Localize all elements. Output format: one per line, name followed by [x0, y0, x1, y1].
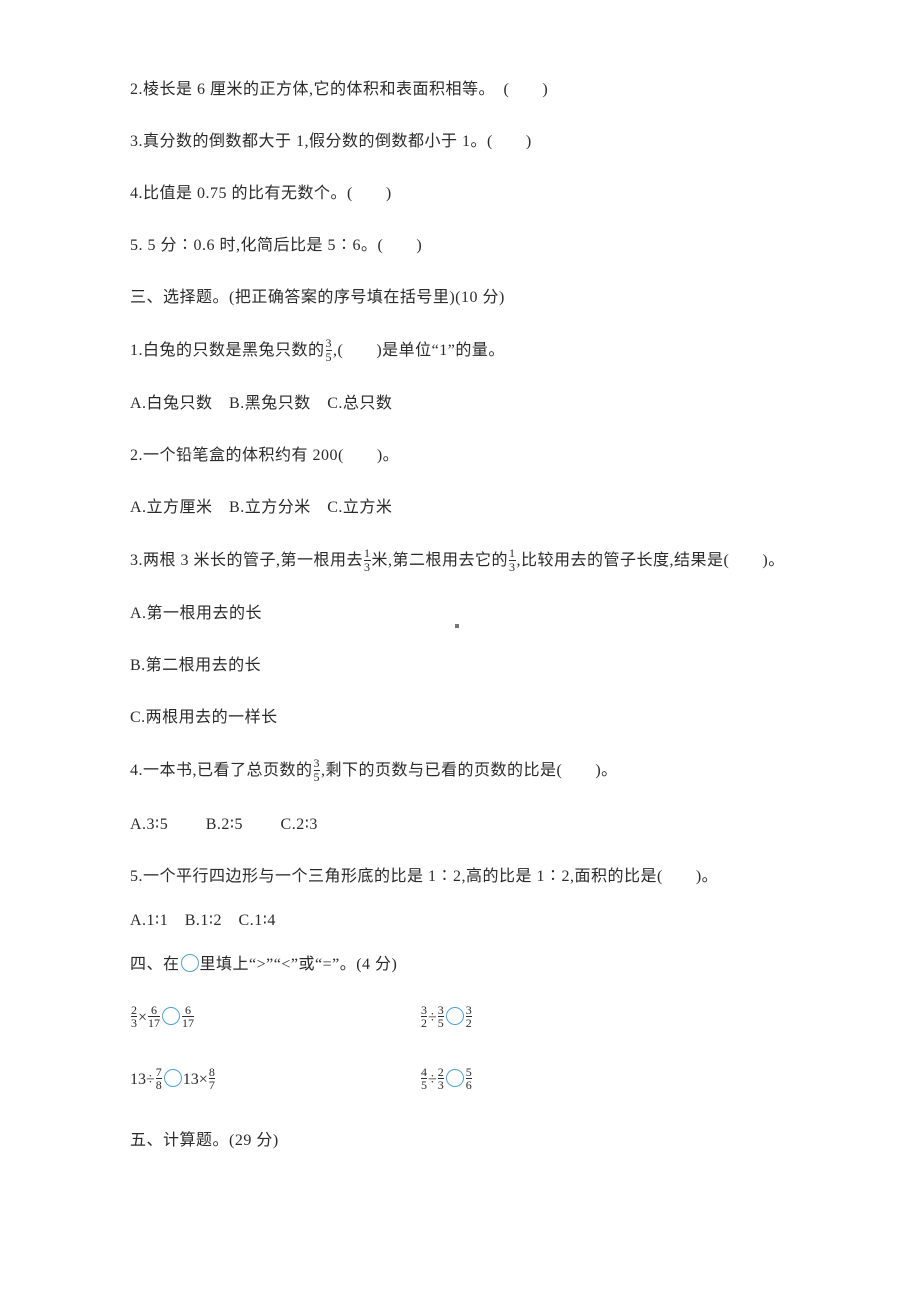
- center-mark-icon: [455, 624, 459, 628]
- q2-2: 2.棱长是 6 厘米的正方体,它的体积和表面积相等。 ( ): [130, 78, 790, 102]
- q2-3: 3.真分数的倒数都大于 1,假分数的倒数都小于 1。( ): [130, 130, 790, 154]
- s4-expr-3: 13÷7813×87: [130, 1067, 420, 1093]
- s3-q2-options: A.立方厘米 B.立方分米 C.立方米: [130, 496, 790, 520]
- fraction-3-2-a: 32: [421, 1004, 427, 1030]
- s3-q4-text-b: ,剩下的页数与已看的页数的比是( )。: [321, 762, 618, 779]
- circle-icon: [446, 1007, 464, 1025]
- document-page: 2.棱长是 6 厘米的正方体,它的体积和表面积相等。 ( ) 3.真分数的倒数都…: [0, 0, 920, 1302]
- fraction-1-3-a: 13: [364, 547, 371, 573]
- s3-q3-option-c: C.两根用去的一样长: [130, 706, 790, 730]
- q2-4: 4.比值是 0.75 的比有无数个。( ): [130, 182, 790, 206]
- fraction-7-8: 78: [156, 1066, 162, 1092]
- s3-q4-text-a: 4.一本书,已看了总页数的: [130, 762, 313, 779]
- fraction-3-5-c: 35: [438, 1004, 444, 1030]
- fraction-1-3-b: 13: [509, 547, 516, 573]
- circle-icon: [164, 1069, 182, 1087]
- fraction-3-5: 35: [326, 337, 333, 363]
- s3-q1-text-a: 1.白兔的只数是黑兔只数的: [130, 342, 325, 359]
- s3-q5-options: A.1∶1 B.1∶2 C.1∶4: [130, 909, 790, 933]
- s4-expr-1: 23×617617: [130, 1005, 420, 1031]
- s3-q5: 5.一个平行四边形与一个三角形底的比是 1∶2,高的比是 1∶2,面积的比是( …: [130, 865, 790, 889]
- s3-q3: 3.两根 3 米长的管子,第一根用去13米,第二根用去它的13,比较用去的管子长…: [130, 548, 790, 574]
- fraction-8-7: 87: [209, 1066, 215, 1092]
- s3-q3-text-b: 米,第二根用去它的: [372, 552, 509, 569]
- fraction-6-17-a: 617: [148, 1004, 160, 1030]
- s3-q1-text-b: ,( )是单位“1”的量。: [333, 342, 505, 359]
- s4-row2: 13÷7813×87 45÷2356: [130, 1067, 790, 1093]
- s3-q3-text-c: ,比较用去的管子长度,结果是( )。: [517, 552, 785, 569]
- s3-q3-text-a: 3.两根 3 米长的管子,第一根用去: [130, 552, 363, 569]
- circle-icon: [446, 1069, 464, 1087]
- circle-icon: [162, 1007, 180, 1025]
- s3-q2: 2.一个铅笔盒的体积约有 200( )。: [130, 444, 790, 468]
- s4-title-a: 四、在: [130, 956, 180, 973]
- section-3-title: 三、选择题。(把正确答案的序号填在括号里)(10 分): [130, 286, 790, 310]
- s4-title-b: 里填上“>”“<”或“=”。(4 分): [200, 956, 398, 973]
- fraction-3-5-b: 35: [314, 757, 321, 783]
- q2-5: 5. 5 分∶0.6 时,化简后比是 5∶6。( ): [130, 234, 790, 258]
- s3-q4: 4.一本书,已看了总页数的35,剩下的页数与已看的页数的比是( )。: [130, 758, 790, 784]
- fraction-5-6: 56: [466, 1066, 472, 1092]
- s3-q1: 1.白兔的只数是黑兔只数的35,( )是单位“1”的量。: [130, 338, 790, 364]
- s3-q1-options: A.白兔只数 B.黑兔只数 C.总只数: [130, 392, 790, 416]
- fraction-2-3: 23: [131, 1004, 137, 1030]
- s4-row1: 23×617617 32÷3532: [130, 1005, 790, 1031]
- fraction-4-5: 45: [421, 1066, 427, 1092]
- section-4-title: 四、在 里填上“>”“<”或“=”。(4 分): [130, 953, 790, 977]
- fraction-6-17-b: 617: [182, 1004, 194, 1030]
- section-5-title: 五、计算题。(29 分): [130, 1129, 790, 1153]
- circle-icon: [181, 954, 199, 972]
- s3-q3-option-a: A.第一根用去的长: [130, 602, 790, 626]
- s3-q4-options: A.3∶5 B.2∶5 C.2∶3: [130, 813, 790, 837]
- s4-expr-4: 45÷2356: [420, 1067, 473, 1093]
- fraction-3-2-b: 32: [466, 1004, 472, 1030]
- s4-expr-2: 32÷3532: [420, 1005, 473, 1031]
- s3-q3-option-b: B.第二根用去的长: [130, 654, 790, 678]
- fraction-2-3-b: 23: [438, 1066, 444, 1092]
